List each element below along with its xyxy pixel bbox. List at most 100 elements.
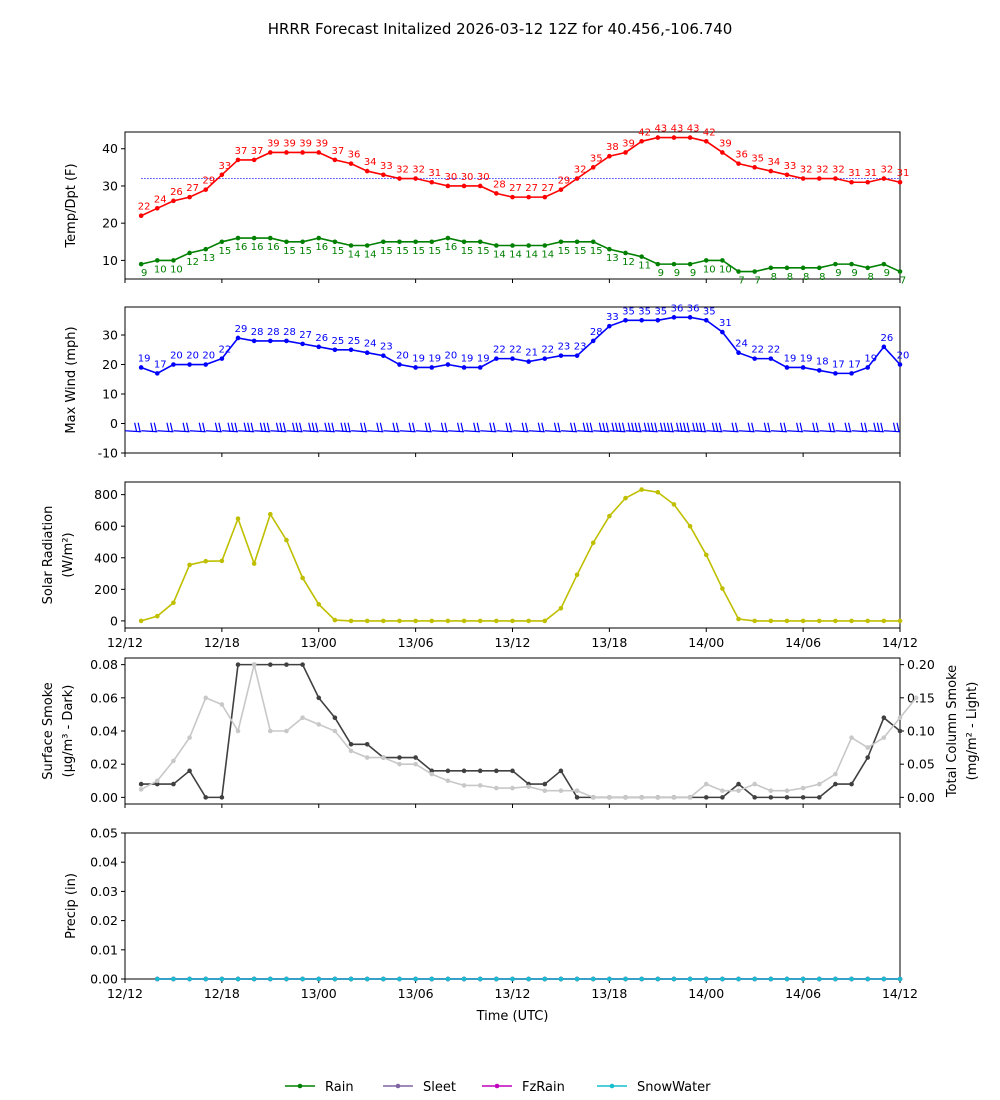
y-tick-label: 0.05 [90,826,118,841]
wind-barb-flag [569,422,574,432]
data-point [445,976,451,982]
data-label: 22 [509,345,522,356]
wind-barb-flag [573,422,577,432]
data-point [590,239,596,245]
wind-barb-flag [363,422,367,432]
data-point [154,976,160,982]
data-point [623,495,628,501]
data-point [219,558,225,564]
data-point [461,783,467,788]
data-point [332,617,338,623]
data-point [816,265,822,271]
data-point [655,135,661,140]
data-point [445,362,451,367]
wind-barb [787,430,804,433]
wind-barb [803,430,820,433]
data-label: 23 [574,342,587,353]
wind-barb-flag [779,422,784,432]
data-label: 9 [851,268,857,279]
wind-barb [561,430,578,433]
data-point [413,976,418,982]
series-line [140,136,901,217]
wind-barb-flag [541,422,545,432]
data-label: 23 [380,342,393,353]
data-point [703,552,709,558]
data-label: 29 [235,324,248,335]
x-tick-label: 13/12 [494,635,530,650]
wind-barb-flag [489,422,493,432]
data-point [558,976,564,982]
data-point [364,618,370,624]
data-label: 26 [315,333,328,344]
series-line [140,237,901,273]
data-point [138,781,144,787]
data-point [413,761,418,767]
wind-barb-flag [243,422,247,432]
data-label: 36 [687,303,700,314]
data-point [623,317,628,323]
data-point [639,139,644,144]
data-point [268,728,273,734]
data-label: 7 [900,276,906,287]
x-tick-label: 13/18 [591,635,627,650]
wind-barb-flag [659,422,664,432]
wind-barb-flag [553,422,558,432]
data-label: 32 [396,165,409,176]
data-point [542,243,548,248]
data-point [865,365,871,370]
data-point [477,239,483,245]
x-tick-label: 13/18 [591,986,627,1001]
data-point [623,795,628,800]
wind-barb-flag [873,422,877,432]
wind-barb-flag [202,422,206,432]
wind-barb-flag [627,422,631,432]
wind-barb-flag [473,422,477,432]
series-snowwater [154,976,903,982]
data-point [494,976,499,982]
wind-barb-flag [185,422,190,432]
data-point [816,368,822,373]
wind-barb-flag [614,422,619,432]
plot-frame [124,832,901,980]
data-point [800,976,806,982]
series-line [140,664,917,799]
legend-swatch-marker [395,1083,401,1089]
data-point [784,265,790,271]
y-tick-label: 10 [102,387,118,402]
data-point [316,976,322,982]
data-point [494,243,499,248]
data-point [639,487,644,492]
data-point [154,205,160,211]
data-label: 21 [525,348,538,359]
wind-barb-flag [424,422,428,432]
data-point [413,365,418,370]
data-point [235,976,241,982]
data-point [558,768,564,774]
wind-barb-flag [876,422,880,432]
data-point [138,787,144,792]
data-point [736,350,741,356]
data-point [332,728,338,734]
data-label: 26 [880,333,893,344]
y-tick-label: 400 [94,550,118,565]
y-tick-label: 10 [102,253,118,268]
data-label: 30 [461,172,474,183]
data-point [461,976,467,982]
data-label: 37 [332,146,345,157]
data-point [736,269,741,274]
data-point [768,795,774,800]
data-label: 20 [396,351,409,362]
wind-barb-flag [695,422,699,432]
data-point [268,338,273,344]
data-point [800,795,806,800]
y2-tick-label: 0.10 [907,724,935,739]
data-point [752,356,757,361]
data-label: 28 [267,327,280,338]
data-point [300,150,305,155]
data-point [687,795,693,800]
wind-barb-flag [505,422,509,432]
data-point [526,976,531,982]
data-point [816,176,822,181]
data-point [703,317,709,323]
data-point [429,771,435,777]
